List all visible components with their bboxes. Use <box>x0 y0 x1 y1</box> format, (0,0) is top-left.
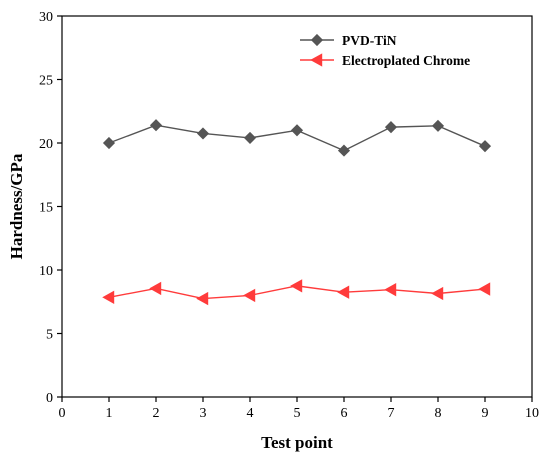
data-point <box>431 286 444 301</box>
x-tick-label: 10 <box>525 406 539 421</box>
x-tick-label: 6 <box>341 406 348 421</box>
data-point <box>196 127 210 140</box>
x-tick-label: 2 <box>153 406 160 421</box>
legend-label: PVD-TiN <box>342 33 397 48</box>
x-tick-label: 0 <box>59 406 66 421</box>
y-tick-label: 5 <box>46 328 53 343</box>
legend-item: PVD-TiN <box>300 33 397 48</box>
x-axis-ticks: 0 1 2 3 4 5 6 7 8 9 10 <box>59 397 539 421</box>
plot-frame <box>61 15 533 398</box>
y-tick-label: 25 <box>39 74 53 89</box>
data-point <box>478 282 491 296</box>
data-point <box>337 144 351 157</box>
data-point <box>384 283 397 297</box>
series-pvd-tin <box>102 119 492 157</box>
data-point <box>102 136 116 150</box>
legend-marker <box>310 33 324 47</box>
legend-label: Electroplated Chrome <box>342 53 470 68</box>
plot-border <box>61 15 533 398</box>
x-tick-label: 9 <box>482 406 489 421</box>
x-tick-label: 5 <box>294 406 301 421</box>
data-point <box>290 279 303 293</box>
data-point <box>290 124 304 137</box>
series-layer <box>102 119 492 306</box>
data-point <box>431 119 445 132</box>
y-tick-label: 30 <box>39 10 53 25</box>
x-axis-title: Test point <box>261 433 333 452</box>
y-axis-title: Hardness/GPa <box>7 153 26 259</box>
y-tick-label: 15 <box>39 201 53 216</box>
series-electroplated-chrome <box>102 279 491 306</box>
legend-marker <box>310 53 323 67</box>
data-point <box>384 121 398 134</box>
x-tick-label: 8 <box>435 406 442 421</box>
data-point <box>337 285 350 299</box>
y-axis-ticks: 0 5 10 15 20 25 30 <box>39 10 62 406</box>
data-point <box>102 290 115 304</box>
data-point <box>478 140 492 153</box>
data-point <box>243 131 257 144</box>
legend-item: Electroplated Chrome <box>300 53 470 68</box>
data-point <box>149 119 163 132</box>
x-tick-label: 7 <box>388 406 395 421</box>
data-point <box>196 291 209 306</box>
x-tick-label: 3 <box>200 406 207 421</box>
y-tick-label: 20 <box>39 137 53 152</box>
x-tick-label: 1 <box>106 406 113 421</box>
data-point <box>243 288 256 303</box>
x-tick-label: 4 <box>247 406 254 421</box>
y-tick-label: 10 <box>39 264 53 279</box>
y-tick-label: 0 <box>46 391 53 406</box>
legend: PVD-TiN Electroplated Chrome <box>300 33 470 68</box>
data-point <box>149 281 162 296</box>
